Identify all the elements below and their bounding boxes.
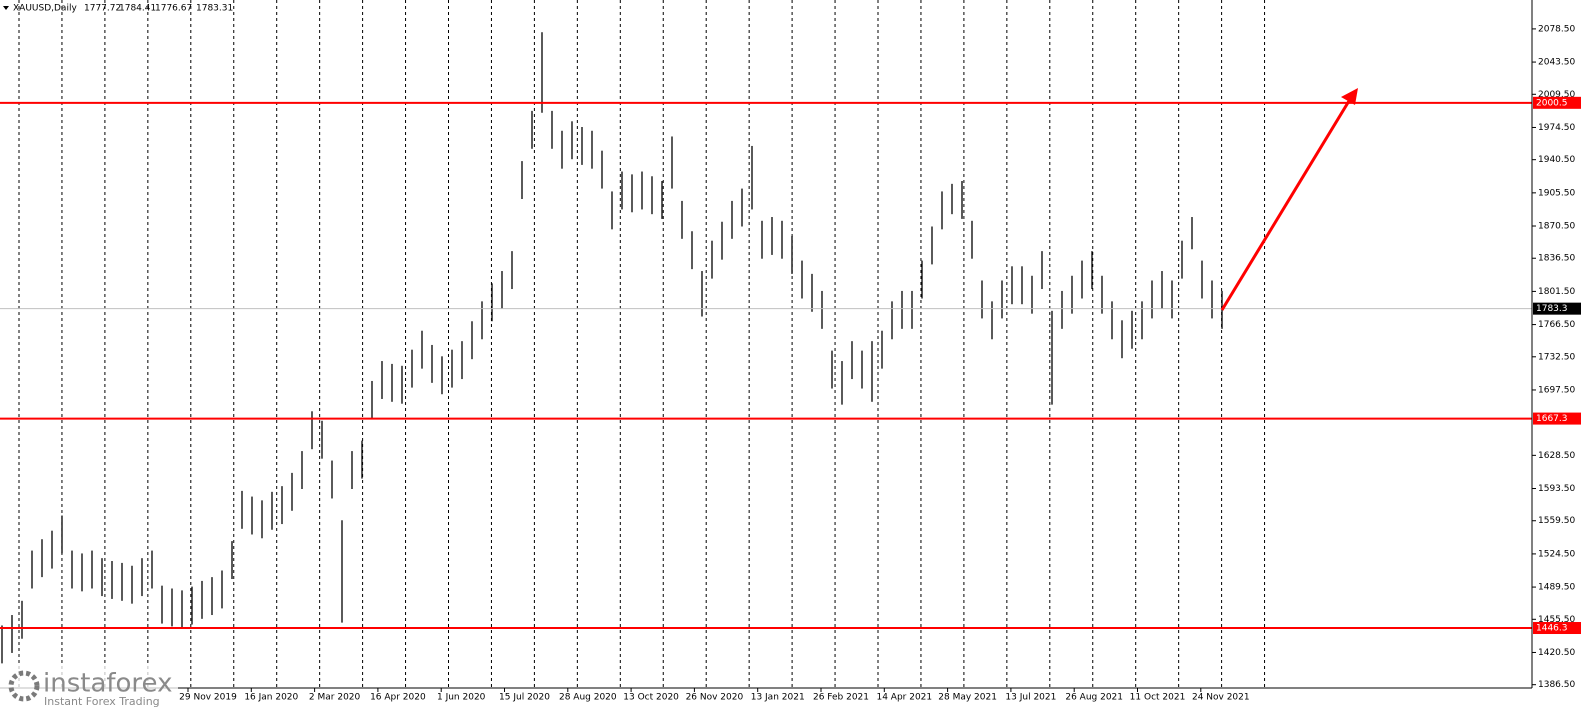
x-tick-label: 28 May 2021 (938, 693, 997, 703)
y-tick-label: 1386.50 (1538, 680, 1575, 690)
y-tick-label: 1524.50 (1538, 549, 1575, 559)
y-tick-label: 1836.50 (1538, 254, 1575, 264)
x-tick-label: 15 Jul 2020 (499, 693, 550, 703)
x-tick-label: 24 Nov 2021 (1192, 693, 1250, 703)
ohlc-open: 1777.72 (84, 4, 121, 14)
x-tick-label: 14 Apr 2021 (876, 693, 932, 703)
x-tick-label: 13 Jan 2021 (751, 693, 805, 703)
y-tick-label: 1732.50 (1538, 352, 1575, 362)
x-tick-label: 13 Oct 2020 (623, 693, 679, 703)
brand-name: instaforex (43, 669, 172, 699)
x-tick-label: 26 Aug 2021 (1065, 693, 1123, 703)
level-label: 1446.3 (1536, 624, 1568, 634)
y-tick-label: 1593.50 (1538, 484, 1575, 494)
y-tick-label: 1559.50 (1538, 516, 1575, 526)
x-tick-label: 16 Jan 2020 (244, 693, 298, 703)
logo-icon (8, 670, 40, 702)
x-tick-label: 2 Mar 2020 (309, 693, 361, 703)
current-price-label: 1783.3 (1536, 304, 1568, 314)
ohlc-high: 1784.41 (119, 4, 156, 14)
y-tick-label: 1766.50 (1538, 320, 1575, 330)
plot-area (0, 0, 1532, 688)
y-tick-label: 1870.50 (1538, 222, 1575, 232)
y-tick-label: 2009.50 (1538, 90, 1575, 100)
y-tick-label: 1489.50 (1538, 583, 1575, 593)
ohlc-low: 1776.67 (155, 4, 192, 14)
y-tick-label: 2043.50 (1538, 58, 1575, 68)
x-tick-label: 11 Oct 2021 (1130, 693, 1186, 703)
symbol-label: XAUUSD,Daily (13, 4, 77, 14)
symbol-menu[interactable] (3, 6, 9, 10)
x-tick-label: 28 Aug 2020 (559, 693, 617, 703)
y-tick-label: 1455.50 (1538, 615, 1575, 625)
x-tick-label: 13 Jul 2021 (1005, 693, 1056, 703)
level-label: 1667.3 (1536, 414, 1568, 424)
brand-logo: instaforex Instant Forex Trading (0, 664, 178, 710)
y-tick-label: 1420.50 (1538, 648, 1575, 658)
y-tick-label: 1801.50 (1538, 287, 1575, 297)
ohlc-close: 1783.31 (196, 4, 233, 14)
level-label: 2000.5 (1536, 98, 1568, 108)
arrow-head (1341, 88, 1358, 105)
x-tick-label: 29 Nov 2019 (179, 693, 237, 703)
x-tick-label: 26 Feb 2021 (813, 693, 869, 703)
level-box (1533, 412, 1581, 425)
current-price-box (1533, 302, 1581, 315)
y-tick-label: 1697.50 (1538, 385, 1575, 395)
level-box (1533, 622, 1581, 635)
brand-tagline: Instant Forex Trading (44, 695, 160, 708)
forecast-arrow (1220, 95, 1354, 311)
x-tick-label: 1 Jun 2020 (437, 693, 486, 703)
x-tick-label: 16 Apr 2020 (370, 693, 426, 703)
x-tick-label: 26 Nov 2020 (686, 693, 744, 703)
y-tick-label: 1905.50 (1538, 188, 1575, 198)
y-tick-label: 1974.50 (1538, 123, 1575, 133)
level-box (1533, 96, 1581, 109)
y-tick-label: 1628.50 (1538, 451, 1575, 461)
y-tick-label: 1940.50 (1538, 155, 1575, 165)
y-tick-label: 2078.50 (1538, 24, 1575, 34)
